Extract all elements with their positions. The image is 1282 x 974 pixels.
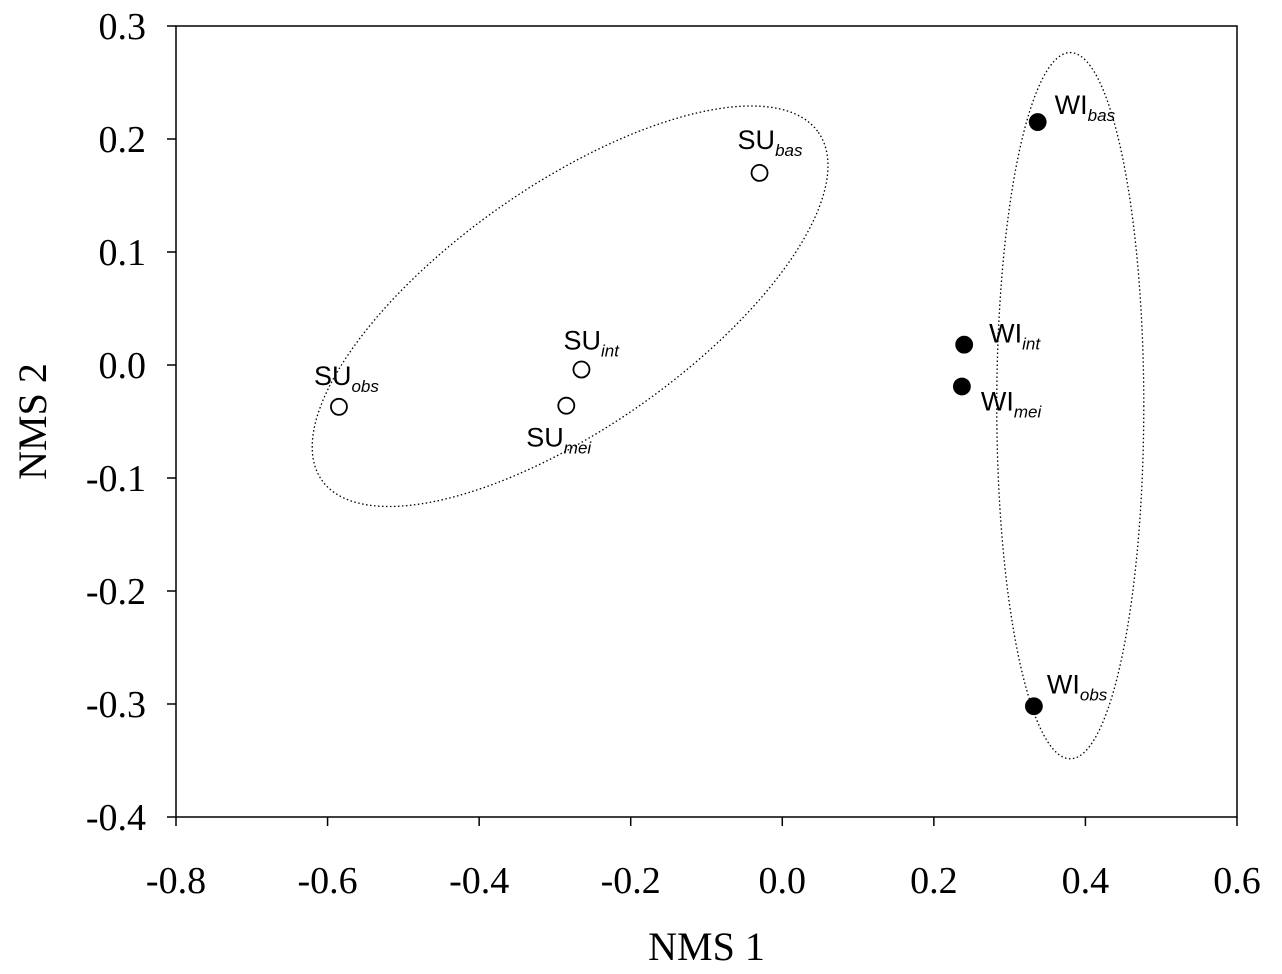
point-label-subscript: mei [1014,402,1043,421]
grouping-ellipse-1 [311,105,829,508]
point-su-bas [750,163,769,182]
point-label-subscript: int [601,342,620,361]
point-label-base: WI [981,386,1014,416]
point-label-subscript: int [1022,335,1041,354]
point-su-mei [557,396,576,415]
x-tick-label: -0.8 [146,860,206,902]
x-tick-label: -0.4 [449,860,509,902]
point-wi-obs [1024,697,1043,716]
point-label-base: WI [1055,90,1088,120]
y-tick-label: 0.2 [99,119,147,161]
point-label-base: WI [989,319,1022,349]
x-tick-label: 0.2 [910,860,958,902]
x-tick-label: 0.6 [1213,860,1261,902]
x-ticks: -0.8 -0.6 -0.4 -0.2 0.0 0.2 0.4 0.6 [146,817,1261,902]
y-ticks: 0.3 0.2 0.1 0.0 -0.1 -0.2 -0.3 -0.4 [86,6,176,839]
point-su-int [572,360,591,379]
point-wi-mei [952,377,971,396]
point-label-su-mei: SUmei [526,423,592,458]
point-label-subscript: bas [1088,106,1116,125]
point-label-wi-int: WIint [989,319,1041,354]
point-wi-bas [1028,113,1047,131]
y-tick-label: 0.0 [99,345,147,387]
point-label-su-bas: SUbas [738,125,803,160]
ellipses-layer [311,51,1145,760]
y-tick-label: 0.3 [99,6,147,48]
point-label-subscript: bas [775,141,803,160]
y-tick-label: -0.1 [86,458,146,500]
point-label-su-int: SUint [563,326,620,361]
point-label-su-obs: SUobs [314,361,379,396]
y-tick-label: -0.2 [86,571,146,613]
point-label-subscript: obs [351,377,379,396]
plot-frame [175,25,1238,818]
x-axis-title: NMS 1 [648,924,765,969]
x-tick-label: 0.0 [759,860,807,902]
x-tick-label: -0.2 [601,860,661,902]
y-tick-label: -0.4 [86,797,146,839]
point-label-base: SU [738,125,776,155]
x-tick-label: -0.6 [297,860,357,902]
x-tick-label: 0.4 [1062,860,1110,902]
point-label-base: SU [526,423,564,453]
grouping-ellipse-2 [996,51,1145,760]
y-axis-title: NMS 2 [10,363,55,480]
point-label-wi-mei: WImei [981,386,1043,421]
point-label-wi-obs: WIobs [1047,669,1108,704]
y-tick-label: 0.1 [99,232,147,274]
point-label-subscript: mei [564,439,593,458]
point-label-base: WI [1047,669,1080,699]
point-label-subscript: obs [1080,685,1108,704]
y-tick-label: -0.3 [86,684,146,726]
point-label-wi-bas: WIbas [1055,90,1116,125]
point-su-obs [330,397,348,416]
point-wi-int [955,335,974,354]
point-label-base: SU [314,361,352,391]
point-label-base: SU [563,326,601,356]
